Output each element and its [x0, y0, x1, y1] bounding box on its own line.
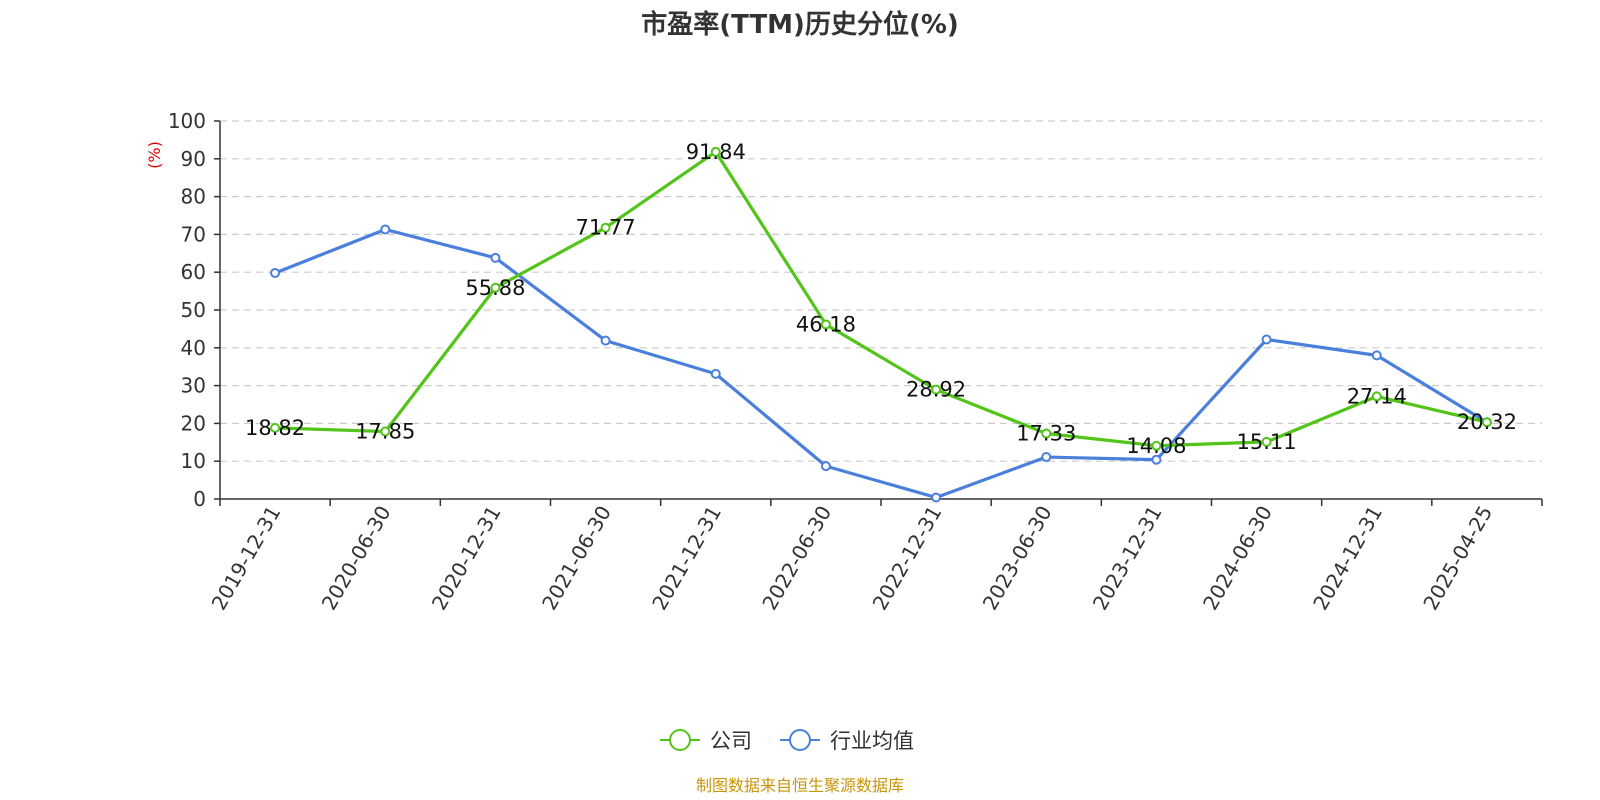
y-tick-label: 20 [181, 411, 206, 435]
data-label: 46.18 [796, 312, 856, 336]
data-point[interactable] [710, 146, 721, 157]
data-label: 17.33 [1016, 421, 1076, 445]
data-point[interactable] [600, 222, 611, 233]
x-tick-label: 2023-12-31 [1088, 502, 1167, 615]
data-label: 28.92 [906, 378, 966, 402]
data-point[interactable] [1151, 440, 1162, 451]
x-tick-label: 2021-12-31 [647, 502, 726, 615]
y-tick-label: 40 [181, 336, 206, 360]
y-tick-label: 0 [193, 487, 206, 511]
source-note: 制图数据来自恒生聚源数据库 [696, 776, 904, 795]
series-line [274, 227, 1488, 500]
y-tick-label: 60 [181, 260, 206, 284]
data-point[interactable] [1041, 428, 1052, 439]
y-tick-label: 30 [181, 374, 206, 398]
data-point[interactable] [1041, 452, 1052, 463]
data-point[interactable] [1151, 454, 1162, 465]
legend-marker-icon [669, 729, 691, 751]
series-line [275, 150, 1488, 448]
data-point[interactable] [600, 335, 611, 346]
legend-label: 行业均值 [830, 729, 914, 753]
legend[interactable]: 公司 行业均值 [660, 729, 914, 753]
data-point[interactable] [710, 368, 721, 379]
data-point[interactable] [1261, 334, 1272, 345]
legend-label: 公司 [710, 729, 752, 753]
legend-marker-icon [789, 729, 811, 751]
data-point[interactable] [820, 319, 831, 330]
data-label: 71.77 [576, 216, 636, 240]
data-point[interactable] [270, 267, 281, 278]
data-point[interactable] [1371, 391, 1382, 402]
y-tick-label: 70 [181, 222, 206, 246]
data-label: 91.84 [686, 140, 746, 164]
data-point[interactable] [380, 224, 391, 235]
chart-title: 市盈率(TTM)历史分位(%) [641, 9, 959, 40]
x-tick-label: 2025-04-25 [1418, 502, 1497, 615]
x-tick-label: 2024-12-31 [1308, 502, 1387, 615]
y-tick-label: 10 [181, 449, 206, 473]
data-point[interactable] [820, 461, 831, 472]
data-labels: 18.82 17.85 55.88 71.77 91.84 46.18 28.92 17.33… [245, 140, 1517, 458]
data-point[interactable] [490, 282, 501, 293]
legend-item[interactable]: 行业均值 [780, 729, 914, 753]
data-label: 14.08 [1126, 434, 1186, 458]
x-tick-label: 2020-06-30 [317, 502, 396, 615]
data-point[interactable] [1261, 436, 1272, 447]
data-point[interactable] [380, 426, 391, 437]
x-tick-label: 2019-12-31 [207, 502, 286, 615]
series-lines [270, 146, 1492, 503]
data-point[interactable] [1371, 350, 1382, 361]
x-tick-label: 2024-06-30 [1198, 502, 1277, 615]
x-tick-label: 2023-06-30 [978, 502, 1057, 615]
data-point[interactable] [490, 252, 501, 263]
data-label: 55.88 [465, 276, 525, 300]
data-point[interactable] [1481, 417, 1492, 428]
y-tick-label: 80 [181, 185, 206, 209]
x-tick-label: 2020-12-31 [427, 501, 506, 614]
x-tick-label: 2022-06-30 [757, 502, 836, 615]
data-point[interactable] [931, 492, 942, 503]
x-tick-label: 2022-12-31 [868, 501, 947, 614]
data-label: 15.11 [1237, 430, 1297, 454]
series-0 [270, 146, 1492, 451]
y-tick-label: 100 [168, 109, 206, 133]
y-tick-label: 50 [181, 298, 206, 322]
series-1 [270, 224, 1492, 503]
x-tick-label: 2021-06-30 [537, 502, 616, 615]
grid-lines [220, 120, 1542, 462]
legend-item[interactable]: 公司 [660, 729, 752, 753]
data-label: 17.85 [355, 420, 415, 444]
data-label: 20.32 [1457, 410, 1517, 434]
data-point[interactable] [931, 384, 942, 395]
axes: 0 10 20 30 40 50 60 70 80 90 100 2019-12-31 2020-06-… [168, 109, 1543, 615]
y-tick-label: 90 [181, 147, 206, 171]
data-label: 18.82 [245, 416, 305, 440]
data-point[interactable] [270, 422, 281, 433]
data-label: 27.14 [1347, 384, 1407, 408]
y-axis-unit: (%) [145, 141, 164, 169]
